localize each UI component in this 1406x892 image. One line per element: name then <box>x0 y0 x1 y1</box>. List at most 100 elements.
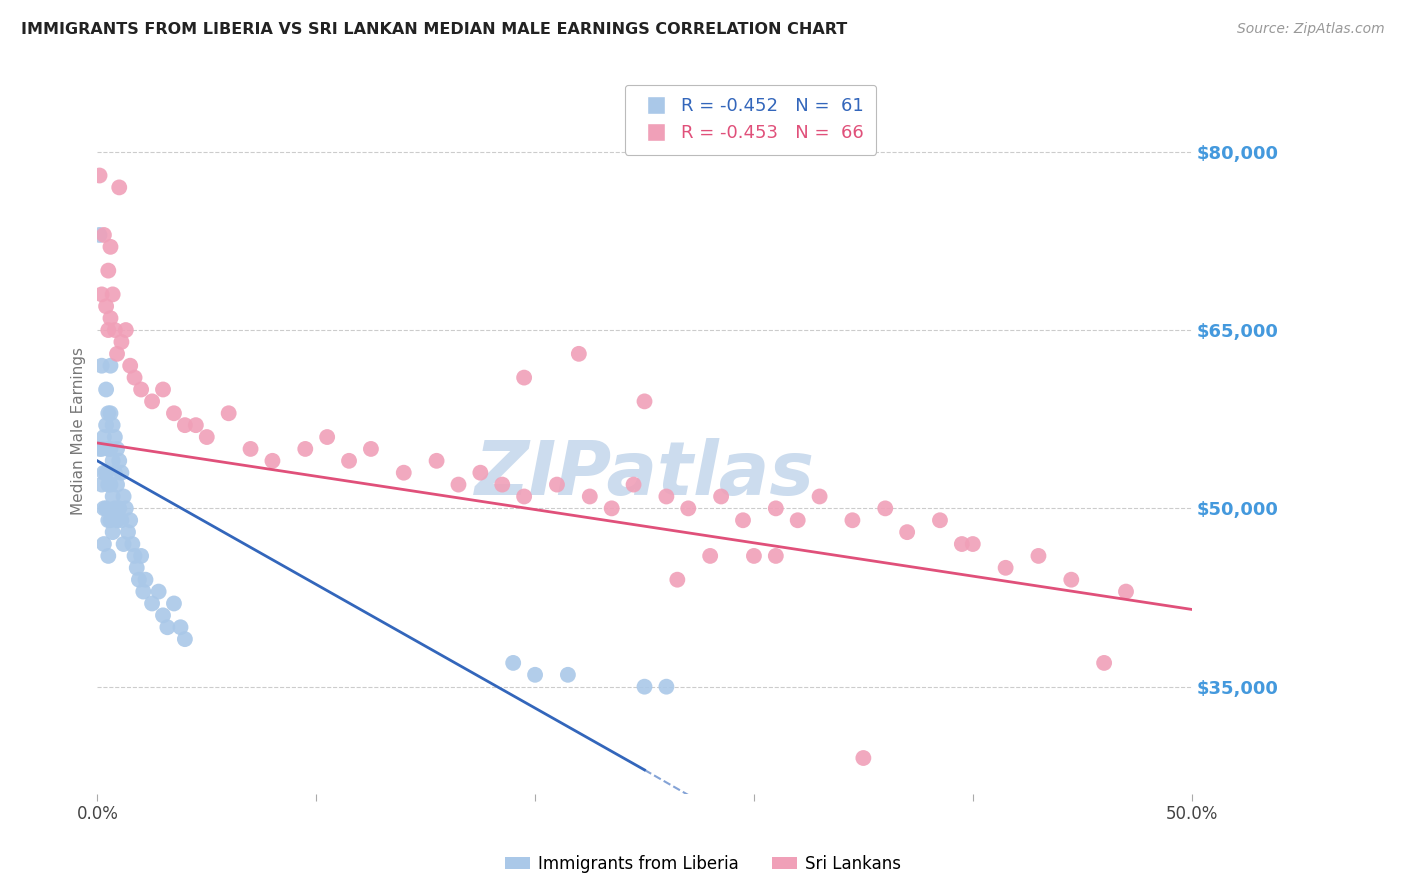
Point <box>100 442 122 456</box>
Point <box>742 549 765 563</box>
Point <box>546 477 568 491</box>
Point <box>89 169 111 183</box>
Point <box>156 620 179 634</box>
Point <box>104 323 127 337</box>
Point <box>124 370 146 384</box>
Point <box>93 466 115 480</box>
Point <box>93 501 115 516</box>
Point <box>655 680 678 694</box>
Point <box>666 573 689 587</box>
Point <box>120 359 142 373</box>
Point <box>678 501 700 516</box>
Point <box>97 406 120 420</box>
Point <box>121 537 143 551</box>
Point <box>114 501 136 516</box>
Point <box>1060 573 1083 587</box>
Point <box>104 466 127 480</box>
Point <box>105 347 128 361</box>
Point <box>97 263 120 277</box>
Point <box>152 608 174 623</box>
Point <box>124 549 146 563</box>
Point <box>655 490 678 504</box>
Point <box>93 430 115 444</box>
Point <box>294 442 316 456</box>
Point <box>808 490 831 504</box>
Point <box>470 466 492 480</box>
Point <box>950 537 973 551</box>
Point <box>114 323 136 337</box>
Point <box>132 584 155 599</box>
Point <box>105 513 128 527</box>
Point <box>104 501 127 516</box>
Point <box>765 549 787 563</box>
Point <box>1092 656 1115 670</box>
Point <box>141 394 163 409</box>
Point <box>108 454 131 468</box>
Point <box>218 406 240 420</box>
Point <box>239 442 262 456</box>
Point <box>152 383 174 397</box>
Point <box>93 537 115 551</box>
Point <box>765 501 787 516</box>
Point <box>994 561 1017 575</box>
Point <box>174 632 197 647</box>
Point <box>105 477 128 491</box>
Point <box>1028 549 1050 563</box>
Point <box>163 406 186 420</box>
Point <box>392 466 415 480</box>
Point <box>896 525 918 540</box>
Point <box>100 406 122 420</box>
Point <box>93 227 115 242</box>
Legend: Immigrants from Liberia, Sri Lankans: Immigrants from Liberia, Sri Lankans <box>498 848 908 880</box>
Point <box>101 525 124 540</box>
Point <box>148 584 170 599</box>
Point <box>90 442 112 456</box>
Point <box>633 680 655 694</box>
Point <box>929 513 952 527</box>
Point <box>100 477 122 491</box>
Point <box>97 477 120 491</box>
Legend: R = -0.452   N =  61, R = -0.453   N =  66: R = -0.452 N = 61, R = -0.453 N = 66 <box>624 85 876 155</box>
Point <box>169 620 191 634</box>
Point <box>110 466 132 480</box>
Point <box>360 442 382 456</box>
Point <box>90 359 112 373</box>
Point <box>195 430 218 444</box>
Point <box>90 287 112 301</box>
Point <box>100 359 122 373</box>
Point <box>94 466 117 480</box>
Point <box>97 442 120 456</box>
Point <box>101 287 124 301</box>
Point <box>316 430 339 444</box>
Point <box>129 549 152 563</box>
Point <box>513 490 536 504</box>
Point <box>128 573 150 587</box>
Point <box>101 454 124 468</box>
Text: ZIPatlas: ZIPatlas <box>474 438 814 511</box>
Point <box>491 477 513 491</box>
Point <box>120 513 142 527</box>
Text: IMMIGRANTS FROM LIBERIA VS SRI LANKAN MEDIAN MALE EARNINGS CORRELATION CHART: IMMIGRANTS FROM LIBERIA VS SRI LANKAN ME… <box>21 22 848 37</box>
Point <box>117 525 139 540</box>
Point <box>94 383 117 397</box>
Point <box>129 383 152 397</box>
Point <box>112 490 135 504</box>
Point <box>426 454 449 468</box>
Point <box>101 490 124 504</box>
Point <box>141 597 163 611</box>
Point <box>852 751 875 765</box>
Point <box>100 311 122 326</box>
Point <box>699 549 721 563</box>
Point <box>841 513 863 527</box>
Point <box>163 597 186 611</box>
Point <box>731 513 754 527</box>
Point <box>112 537 135 551</box>
Point <box>184 418 207 433</box>
Point <box>786 513 808 527</box>
Point <box>568 347 591 361</box>
Point <box>447 477 470 491</box>
Point <box>134 573 156 587</box>
Point <box>633 394 655 409</box>
Y-axis label: Median Male Earnings: Median Male Earnings <box>72 347 86 515</box>
Point <box>89 227 111 242</box>
